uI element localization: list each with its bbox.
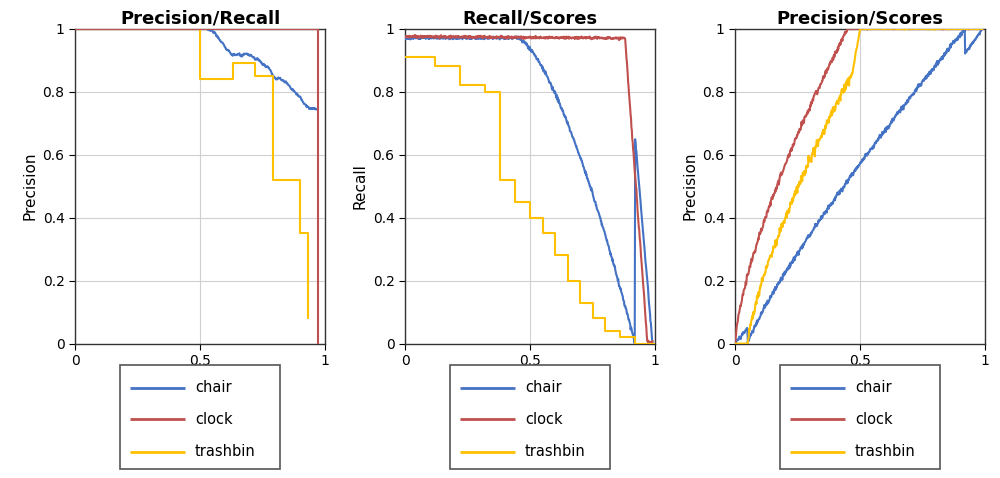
Text: trashbin: trashbin [525, 445, 586, 459]
Text: clock: clock [195, 412, 233, 427]
Y-axis label: Recall: Recall [352, 163, 367, 209]
Text: chair: chair [525, 380, 562, 395]
X-axis label: Score: Score [508, 374, 552, 389]
FancyBboxPatch shape [120, 365, 280, 469]
Y-axis label: Precision: Precision [682, 152, 697, 220]
Text: trashbin: trashbin [855, 445, 916, 459]
X-axis label: Score: Score [838, 374, 882, 389]
FancyBboxPatch shape [780, 365, 940, 469]
FancyBboxPatch shape [450, 365, 610, 469]
X-axis label: Recall: Recall [177, 374, 223, 389]
Text: clock: clock [525, 412, 563, 427]
Title: Precision/Recall: Precision/Recall [120, 9, 280, 27]
Y-axis label: Precision: Precision [22, 152, 37, 220]
Text: trashbin: trashbin [195, 445, 256, 459]
Title: Recall/Scores: Recall/Scores [462, 9, 598, 27]
Title: Precision/Scores: Precision/Scores [776, 9, 944, 27]
Text: clock: clock [855, 412, 893, 427]
Text: chair: chair [195, 380, 232, 395]
Text: chair: chair [855, 380, 892, 395]
